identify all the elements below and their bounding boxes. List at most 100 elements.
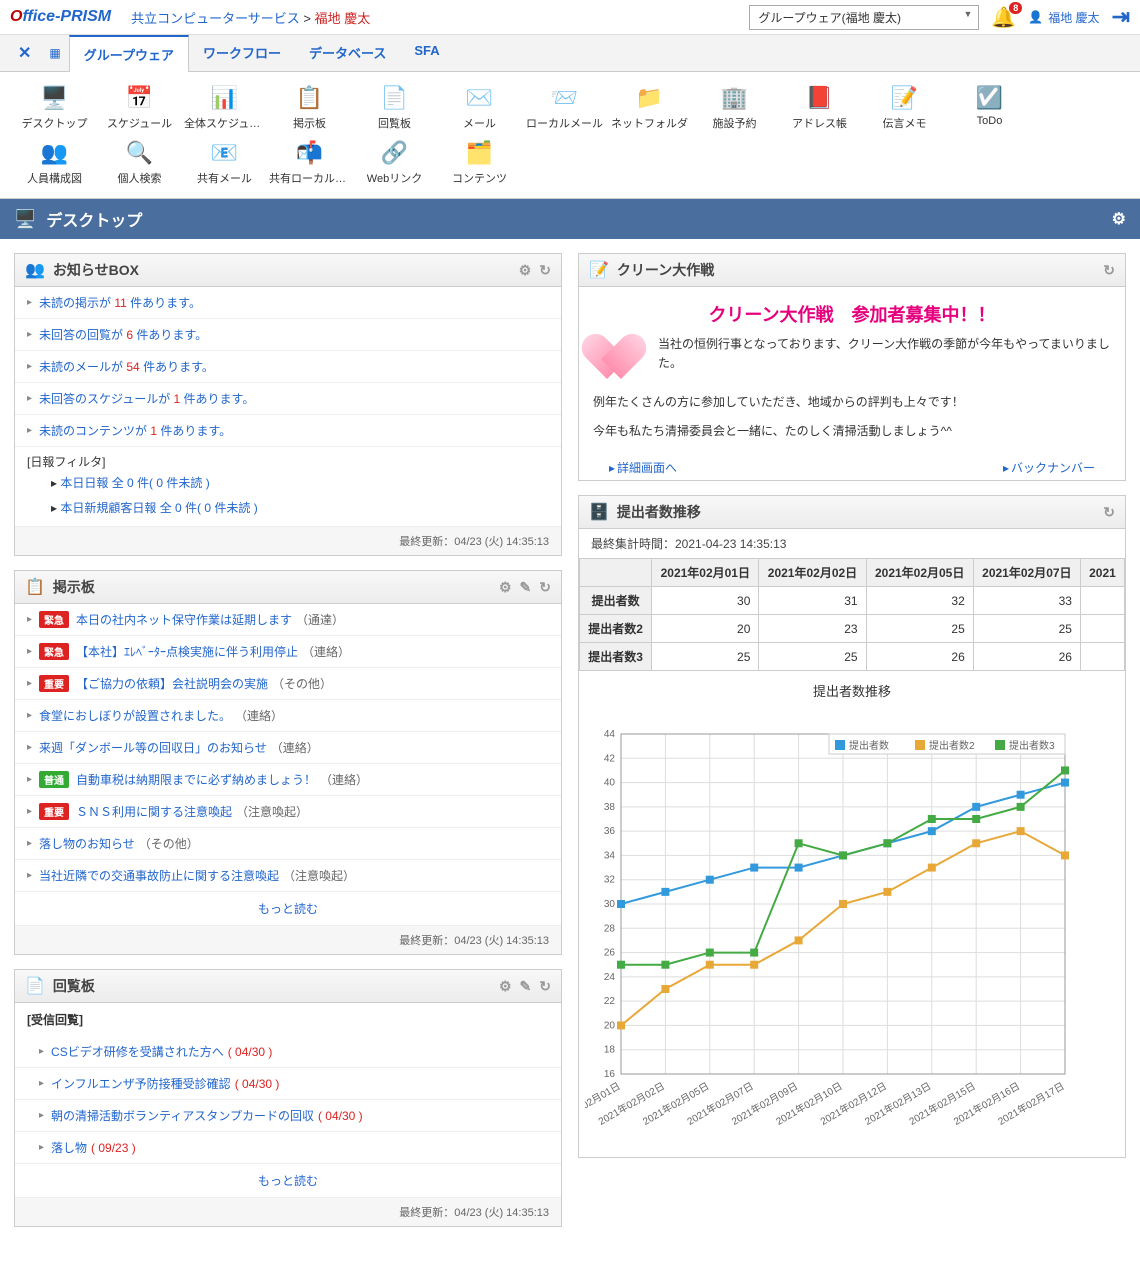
gear-icon[interactable]: ⚙ xyxy=(519,262,532,279)
refresh-icon[interactable]: ↻ xyxy=(1103,262,1115,279)
board-icon: 📋 xyxy=(25,577,45,597)
edit-icon[interactable]: ✎ xyxy=(520,978,532,995)
svg-text:18: 18 xyxy=(604,1045,616,1056)
clean-panel: 📝 クリーン大作戦 ↻ クリーン大作戦 参加者募集中！！ 当社の恒例行事となって… xyxy=(578,253,1126,481)
gear-icon[interactable]: ⚙ xyxy=(1112,209,1126,229)
page-title-bar: 🖥️ デスクトップ ⚙ xyxy=(0,199,1140,239)
tool-ローカルメール[interactable]: 📨ローカルメール xyxy=(522,80,607,135)
circular-more-link[interactable]: もっと読む xyxy=(258,1174,318,1188)
tool-icon: ☑️ xyxy=(972,84,1008,112)
refresh-icon[interactable]: ↻ xyxy=(539,978,551,995)
tool-デスクトップ[interactable]: 🖥️デスクトップ xyxy=(12,80,97,135)
tool-ネットフォルダ[interactable]: 📁ネットフォルダ xyxy=(607,80,692,135)
svg-text:20: 20 xyxy=(604,1021,616,1032)
calendar-mini-icon[interactable]: ▦ xyxy=(41,40,68,66)
board-item[interactable]: ▸ 普通自動車税は納期限までに必ず納めましょう！ （連絡） xyxy=(15,764,561,796)
board-title: 掲示板 xyxy=(53,577,95,597)
circular-item[interactable]: ▸ 朝の清掃活動ボランティアスタンプカードの回収 ( 04/30 ) xyxy=(15,1100,561,1132)
gear-icon[interactable]: ⚙ xyxy=(499,579,512,596)
tool-スケジュール[interactable]: 📅スケジュール xyxy=(97,80,182,135)
tool-アドレス帳[interactable]: 📕アドレス帳 xyxy=(777,80,862,135)
clean-line3: 今年も私たち清掃委員会と一緒に、たのしく清掃活動しましょう^^ xyxy=(593,422,1111,441)
user-menu[interactable]: 👤福地 慶太 xyxy=(1028,9,1099,26)
tab-0[interactable]: グループウェア xyxy=(69,35,189,72)
board-item[interactable]: ▸ 当社近隣での交通事故防止に関する注意喚起 （注意喚起） xyxy=(15,860,561,892)
tool-icon: ✉️ xyxy=(462,84,498,112)
tool-施設予約[interactable]: 🏢施設予約 xyxy=(692,80,777,135)
circular-subhead: [受信回覧] xyxy=(15,1003,561,1036)
board-footer: 最終更新：04/23 (火) 14:35:13 xyxy=(15,925,561,954)
circular-item[interactable]: ▸ CSビデオ研修を受講された方へ ( 04/30 ) xyxy=(15,1036,561,1068)
today-newcust-report-link[interactable]: 本日新規顧客日報 全 0 件( 0 件未読 ) xyxy=(60,501,257,515)
tab-1[interactable]: ワークフロー xyxy=(189,35,295,71)
tool-共有メール[interactable]: 📧共有メール xyxy=(182,135,267,190)
tool-人員構成図[interactable]: 👥人員構成図 xyxy=(12,135,97,190)
breadcrumb-org[interactable]: 共立コンピューターサービス xyxy=(131,11,300,26)
tool-ToDo[interactable]: ☑️ToDo xyxy=(947,80,1032,135)
circular-title: 回覧板 xyxy=(53,976,95,996)
tool-icon: 🔍 xyxy=(122,139,158,167)
svg-text:26: 26 xyxy=(604,948,616,959)
tool-コンテンツ[interactable]: 🗂️コンテンツ xyxy=(437,135,522,190)
circular-item[interactable]: ▸ 落し物 ( 09/23 ) xyxy=(15,1132,561,1164)
refresh-icon[interactable]: ↻ xyxy=(539,579,551,596)
notice-item[interactable]: ▸ 未読のコンテンツが 1 件あります。 xyxy=(15,415,561,447)
stats-table: 2021年02月01日2021年02月02日2021年02月05日2021年02… xyxy=(579,558,1125,671)
notice-footer: 最終更新：04/23 (火) 14:35:13 xyxy=(15,526,561,555)
board-more-link[interactable]: もっと読む xyxy=(258,902,318,916)
svg-text:40: 40 xyxy=(604,778,616,789)
notice-box-panel: 👥 お知らせBOX ⚙↻ ▸ 未読の掲示が 11 件あります。▸ 未回答の回覧が… xyxy=(14,253,562,556)
gear-icon[interactable]: ⚙ xyxy=(499,978,512,995)
today-report-link[interactable]: 本日日報 全 0 件( 0 件未読 ) xyxy=(60,476,209,490)
tool-Webリンク[interactable]: 🔗Webリンク xyxy=(352,135,437,190)
notice-item[interactable]: ▸ 未回答のスケジュールが 1 件あります。 xyxy=(15,383,561,415)
svg-text:38: 38 xyxy=(604,802,616,813)
tool-掲示板[interactable]: 📋掲示板 xyxy=(267,80,352,135)
tool-icon: 🗂️ xyxy=(462,139,498,167)
clean-detail-link[interactable]: 詳細画面へ xyxy=(609,459,677,476)
desktop-icon: 🖥️ xyxy=(14,209,36,230)
svg-text:16: 16 xyxy=(604,1069,616,1080)
notice-item[interactable]: ▸ 未回答の回覧が 6 件あります。 xyxy=(15,319,561,351)
tool-伝言メモ[interactable]: 📝伝言メモ xyxy=(862,80,947,135)
board-item[interactable]: ▸ 重要【ご協力の依頼】会社説明会の実施 （その他） xyxy=(15,668,561,700)
tool-icon: 👥 xyxy=(37,139,73,167)
close-icon[interactable]: ✕ xyxy=(8,37,41,69)
page-title: デスクトップ xyxy=(46,207,142,231)
user-icon: 👤 xyxy=(1028,10,1043,24)
board-item[interactable]: ▸ 落し物のお知らせ （その他） xyxy=(15,828,561,860)
report-filter-label: [日報フィルタ] xyxy=(27,453,549,470)
board-item[interactable]: ▸ 食堂におしぼりが設置されました。 （連絡） xyxy=(15,700,561,732)
app-toolbar: 🖥️デスクトップ📅スケジュール📊全体スケジュール📋掲示板📄回覧板✉️メール📨ロー… xyxy=(0,72,1140,199)
clean-headline: クリーン大作戦 参加者募集中！！ xyxy=(593,301,1111,327)
logout-icon[interactable]: ⇥ xyxy=(1112,4,1130,30)
board-item[interactable]: ▸ 重要ＳＮＳ利用に関する注意喚起 （注意喚起） xyxy=(15,796,561,828)
context-dropdown[interactable]: グループウェア(福地 慶太) xyxy=(749,5,979,30)
notice-item[interactable]: ▸ 未読の掲示が 11 件あります。 xyxy=(15,287,561,319)
refresh-icon[interactable]: ↻ xyxy=(539,262,551,279)
app-logo: Office-PRISM xyxy=(10,8,111,26)
edit-icon[interactable]: ✎ xyxy=(520,579,532,596)
tool-icon: 📄 xyxy=(377,84,413,112)
refresh-icon[interactable]: ↻ xyxy=(1103,504,1115,521)
circular-item[interactable]: ▸ インフルエンザ予防接種受診確認 ( 04/30 ) xyxy=(15,1068,561,1100)
tab-3[interactable]: SFA xyxy=(400,35,453,71)
notice-item[interactable]: ▸ 未読のメールが 54 件あります。 xyxy=(15,351,561,383)
tool-全体スケジュール[interactable]: 📊全体スケジュール xyxy=(182,80,267,135)
main-tabbar: ✕ ▦ グループウェアワークフローデータベースSFA xyxy=(0,35,1140,72)
tool-個人検索[interactable]: 🔍個人検索 xyxy=(97,135,182,190)
tool-回覧板[interactable]: 📄回覧板 xyxy=(352,80,437,135)
board-panel: 📋 掲示板 ⚙ ✎ ↻ ▸ 緊急本日の社内ネット保守作業は延期します （通達）▸ 緊… xyxy=(14,570,562,955)
notification-bell-icon[interactable]: 🔔8 xyxy=(991,5,1016,30)
tab-2[interactable]: データベース xyxy=(295,35,400,71)
board-item[interactable]: ▸ 緊急本日の社内ネット保守作業は延期します （通達） xyxy=(15,604,561,636)
tool-共有ローカルメ…[interactable]: 📬共有ローカルメ… xyxy=(267,135,352,190)
svg-text:30: 30 xyxy=(604,899,616,910)
tool-メール[interactable]: ✉️メール xyxy=(437,80,522,135)
svg-text:32: 32 xyxy=(604,875,616,886)
svg-text:提出者数3: 提出者数3 xyxy=(1009,739,1055,752)
board-item[interactable]: ▸ 来週「ダンボール等の回収日」のお知らせ （連絡） xyxy=(15,732,561,764)
clean-backnumber-link[interactable]: バックナンバー xyxy=(1003,459,1095,476)
board-item[interactable]: ▸ 緊急【本社】ｴﾚﾍﾞｰﾀｰ点検実施に伴う利用停止 （連絡） xyxy=(15,636,561,668)
circular-footer: 最終更新：04/23 (火) 14:35:13 xyxy=(15,1197,561,1226)
